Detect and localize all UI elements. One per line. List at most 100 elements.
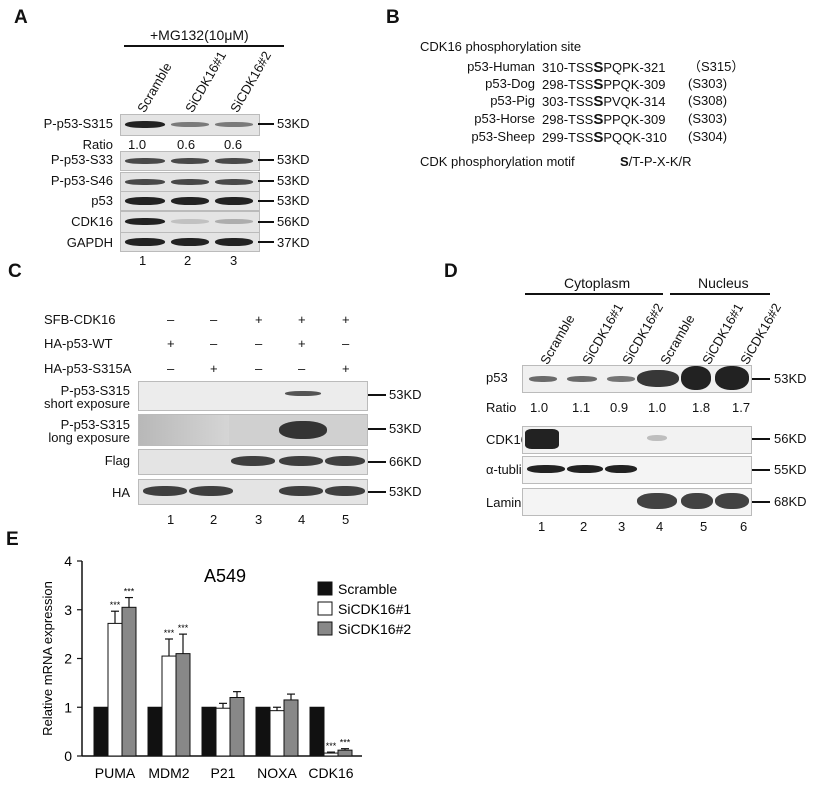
y-axis-label: Relative mRNA expression: [40, 581, 55, 736]
panel-d-lane-number: 2: [580, 519, 588, 534]
panel-c-size: 66KD: [389, 454, 422, 469]
panel-a-size: 53KD: [277, 152, 310, 167]
panel-d-blot-tubulin: [522, 456, 752, 484]
panel-d-lane-label: SiCDK16#1: [579, 300, 627, 367]
panel-a-label: A: [14, 7, 28, 28]
panel-b-sequence: 299-TSSSPQQK-310: [542, 129, 667, 146]
panel-d-lane-label: Scramble: [537, 311, 578, 367]
bar-p21-1: [215, 707, 231, 757]
panel-e-label: E: [6, 529, 19, 550]
panel-a-size: 53KD: [277, 193, 310, 208]
blot-band: [215, 122, 253, 127]
significance-mark: ***: [340, 738, 351, 748]
x-tick-label: CDK16: [308, 765, 353, 781]
bar-mdm2-2: [175, 653, 191, 757]
legend-swatch: [317, 601, 333, 616]
y-tick-label: 2: [64, 651, 72, 667]
panel-c-row-label: Flag: [104, 453, 130, 468]
panel-d-size: 56KD: [774, 431, 807, 446]
panel-d-blot-cdk16: [522, 426, 752, 454]
legend-label: SiCDK16#2: [338, 621, 411, 637]
panel-c-mark: –: [255, 361, 263, 376]
legend-swatch: [317, 621, 333, 636]
panel-c-blot-ha: [138, 479, 368, 505]
panel-b-sequence: 298-TSSSPPQK-309: [542, 76, 666, 93]
legend-label: SiCDK16#1: [338, 601, 411, 617]
panel-c-lane-number: 5: [342, 512, 350, 527]
panel-a-row-label: P-p53-S46: [50, 173, 113, 188]
panel-c-row-label: P-p53-S315: [60, 383, 130, 398]
panel-d-ratio: 1.0: [530, 400, 549, 415]
panel-d-ratio: 0.9: [610, 400, 629, 415]
bar-puma-2: [121, 606, 137, 757]
y-tick-label: 0: [64, 748, 72, 764]
panel-b-species: p53-Dog: [485, 76, 535, 91]
panel-a-blot-p-s315: [120, 114, 260, 136]
panel-c-row-label: HA: [111, 485, 130, 500]
panel-d-lane-number: 5: [700, 519, 708, 534]
panel-a-row-label: P-p53-S33: [50, 152, 113, 167]
panel-d-row-label: α-tublin: [486, 462, 529, 477]
panel-a-size: 37KD: [277, 235, 310, 250]
panel-a-blot-p-s33: [120, 151, 260, 171]
bar-noxa-2: [283, 699, 299, 757]
panel-c-row-label: P-p53-S315: [60, 417, 130, 432]
panel-c-mark: –: [342, 336, 350, 351]
panel-a-lane-number: 2: [184, 253, 192, 268]
panel-c-mark: –: [167, 312, 175, 327]
panel-a-ratio: 0.6: [177, 137, 196, 152]
panel-d-group: Cytoplasm: [564, 275, 631, 291]
panel-c-condition-label: HA-p53-WT: [44, 336, 113, 351]
panel-a-size: 53KD: [277, 173, 310, 188]
bar-noxa-1: [269, 710, 285, 757]
bar-mdm2-0: [147, 706, 163, 757]
panel-c-lane-number: 2: [210, 512, 218, 527]
panel-d-size: 68KD: [774, 494, 807, 509]
panel-c-size: 53KD: [389, 484, 422, 499]
x-tick-label: PUMA: [95, 765, 136, 781]
y-tick-label: 4: [64, 553, 72, 569]
panel-a-lane-label: SiCDK16#2: [227, 48, 275, 115]
panel-a-size: 53KD: [277, 116, 310, 131]
panel-d-lane-label: Scramble: [657, 311, 698, 367]
bar-p21-0: [201, 706, 217, 757]
y-tick-label: 1: [64, 699, 72, 715]
panel-a-lane-label: SiCDK16#1: [182, 48, 230, 115]
panel-d-row-label: p53: [486, 370, 508, 385]
panel-a-row-label: CDK16: [71, 214, 113, 229]
legend-label: Scramble: [338, 581, 397, 597]
panel-c-size: 53KD: [389, 421, 422, 436]
bar-cdk16-1: [323, 752, 339, 757]
bar-puma-0: [93, 706, 109, 757]
panel-b-species: p53-Sheep: [471, 129, 535, 144]
panel-b-species: p53-Human: [467, 59, 535, 74]
panel-b-species: p53-Pig: [490, 93, 535, 108]
panel-b-sequence: 303-TSSSPVQK-314: [542, 93, 666, 110]
panel-d-lane-number: 6: [740, 519, 748, 534]
panel-c-lane-number: 4: [298, 512, 306, 527]
panel-d-label: D: [444, 261, 458, 282]
panel-d-ratio: 1.7: [732, 400, 751, 415]
panel-d-lane-number: 1: [538, 519, 546, 534]
panel-a-lane-number: 1: [139, 253, 147, 268]
panel-b-site: (S308): [688, 93, 728, 108]
panel-a-blot-gapdh: [120, 232, 260, 252]
panel-c-mark: +: [298, 336, 306, 351]
chart-title: A549: [204, 566, 246, 586]
x-tick-label: MDM2: [148, 765, 189, 781]
panel-c-mark: –: [255, 336, 263, 351]
panel-a-row-label: P-p53-S315: [43, 116, 113, 131]
panel-b-sequence: 310-TSSSPQPK-321: [542, 59, 666, 76]
panel-c-mark: +: [298, 312, 306, 327]
panel-c-mark: +: [342, 361, 350, 376]
panel-b-title: CDK16 phosphorylation site: [420, 39, 582, 54]
panel-c-mark: +: [210, 361, 218, 376]
panel-d-blot-laminb1: [522, 488, 752, 516]
panel-a-lane-number: 3: [230, 253, 238, 268]
significance-mark: ***: [110, 600, 121, 610]
panel-b-motif-label: CDK phosphorylation motif: [420, 154, 575, 169]
panel-c-mark: +: [342, 312, 350, 327]
panel-a-blot-p53: [120, 191, 260, 211]
panel-b-species: p53-Horse: [474, 111, 535, 126]
